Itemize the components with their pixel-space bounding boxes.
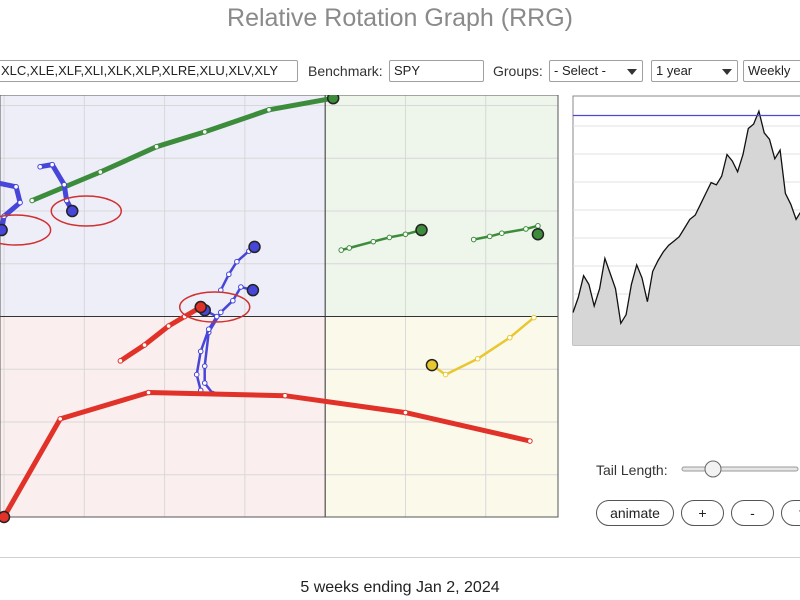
- tail-point: [234, 258, 240, 265]
- tail-point: [145, 389, 152, 396]
- tail-point: [97, 169, 104, 175]
- tail-point: [13, 183, 19, 190]
- head-point: [246, 283, 260, 297]
- tail-point: [238, 284, 244, 290]
- tail-point: [17, 199, 23, 206]
- tail-point: [153, 143, 160, 150]
- benchmark-line: [572, 109, 800, 326]
- rrg-chart: [0, 95, 559, 524]
- tail-point: [282, 392, 288, 399]
- head-point: [0, 223, 8, 237]
- head-point: [326, 95, 340, 105]
- tail-point: [197, 348, 204, 355]
- head-point: [531, 228, 545, 241]
- tail-point: [338, 247, 345, 253]
- tail-point: [213, 313, 220, 320]
- tail-point: [230, 297, 236, 304]
- plot-border: [0, 95, 559, 518]
- tail-point: [201, 380, 208, 386]
- lagging-quadrant: [0, 316, 326, 517]
- highlight-ellipse: [0, 214, 52, 246]
- tail-point: [201, 363, 208, 369]
- series-xlp: [0, 180, 52, 246]
- tail-point: [217, 309, 224, 316]
- tail-point: [402, 409, 409, 416]
- slider-track: [681, 466, 799, 472]
- tail-point: [141, 342, 148, 348]
- tail-point: [531, 314, 537, 321]
- head-point: [425, 358, 439, 372]
- series-xle: [0, 389, 533, 524]
- tail-point: [527, 438, 533, 444]
- tail-point: [37, 163, 43, 170]
- tail-point: [523, 226, 529, 232]
- benchmark-chart: [572, 95, 800, 346]
- slider-thumb: [704, 460, 722, 478]
- tail-point: [535, 223, 541, 229]
- tail-point: [49, 161, 55, 168]
- tail-line: [29, 95, 336, 203]
- groups-select-value: - Select -: [554, 63, 607, 78]
- series-xlu: [37, 161, 123, 227]
- tail-point: [226, 271, 232, 278]
- highlight-ellipse: [178, 291, 251, 323]
- footer-divider: [0, 557, 800, 558]
- tail-point: [117, 358, 124, 364]
- tail-point: [498, 230, 505, 237]
- tail-length-slider[interactable]: [680, 458, 800, 482]
- head-point: [415, 223, 428, 237]
- tail-point: [61, 181, 68, 188]
- series-xlf: [338, 223, 428, 253]
- tail-point: [57, 416, 64, 422]
- series-xlv: [117, 291, 251, 364]
- tail-point: [386, 234, 393, 241]
- control-bar: XLC,XLE,XLF,XLI,XLK,XLP,XLRE,XLU,XLV,XLY…: [0, 60, 800, 84]
- head-point: [66, 204, 79, 218]
- tail-point: [266, 106, 272, 113]
- tail-point: [486, 233, 493, 240]
- tail-point: [442, 371, 449, 378]
- series-xlre: [29, 95, 340, 204]
- head-point: [248, 240, 261, 254]
- series-xlk: [470, 223, 545, 243]
- leading-quadrant: [325, 95, 558, 317]
- tail-point: [470, 236, 477, 243]
- tail-point: [165, 323, 172, 329]
- tail-point: [201, 129, 208, 135]
- benchmark-area: [573, 111, 800, 345]
- animate-button[interactable]: animate: [596, 500, 674, 526]
- highlight-ellipse: [50, 195, 123, 227]
- series-xli: [217, 240, 261, 293]
- weakening-quadrant: [325, 316, 558, 517]
- period-select[interactable]: 1 year: [651, 60, 738, 82]
- tail-point: [370, 238, 377, 245]
- increase-button[interactable]: +: [681, 500, 724, 526]
- interval-select-value: Weekly: [748, 63, 791, 78]
- tail-point: [205, 326, 212, 333]
- groups-select[interactable]: - Select -: [549, 60, 643, 82]
- head-point: [194, 300, 207, 314]
- symbols-input[interactable]: XLC,XLE,XLF,XLI,XLK,XLP,XLRE,XLU,XLV,XLY: [0, 60, 298, 82]
- period-select-value: 1 year: [656, 63, 693, 78]
- tail-point: [29, 197, 35, 204]
- tail-point: [507, 334, 513, 341]
- fullscreen-button[interactable]: f: [781, 500, 800, 526]
- series-xlc: [425, 314, 537, 378]
- benchmark-label: Benchmark:: [308, 63, 383, 79]
- tail-point: [346, 245, 353, 251]
- page-title: Relative Rotation Graph (RRG): [227, 4, 573, 32]
- decrease-button[interactable]: -: [731, 500, 774, 526]
- tail-line: [1, 390, 533, 520]
- tail-point: [193, 371, 200, 378]
- improving-quadrant: [0, 95, 326, 317]
- footer-caption: 5 weeks ending Jan 2, 2024: [300, 579, 500, 596]
- head-point: [0, 510, 11, 524]
- tail-point: [402, 231, 409, 238]
- interval-select[interactable]: Weekly: [743, 60, 800, 82]
- benchmark-input[interactable]: SPY: [389, 60, 484, 82]
- groups-label: Groups:: [493, 63, 543, 79]
- tail-length-label: Tail Length:: [596, 462, 668, 478]
- tail-point: [474, 355, 481, 362]
